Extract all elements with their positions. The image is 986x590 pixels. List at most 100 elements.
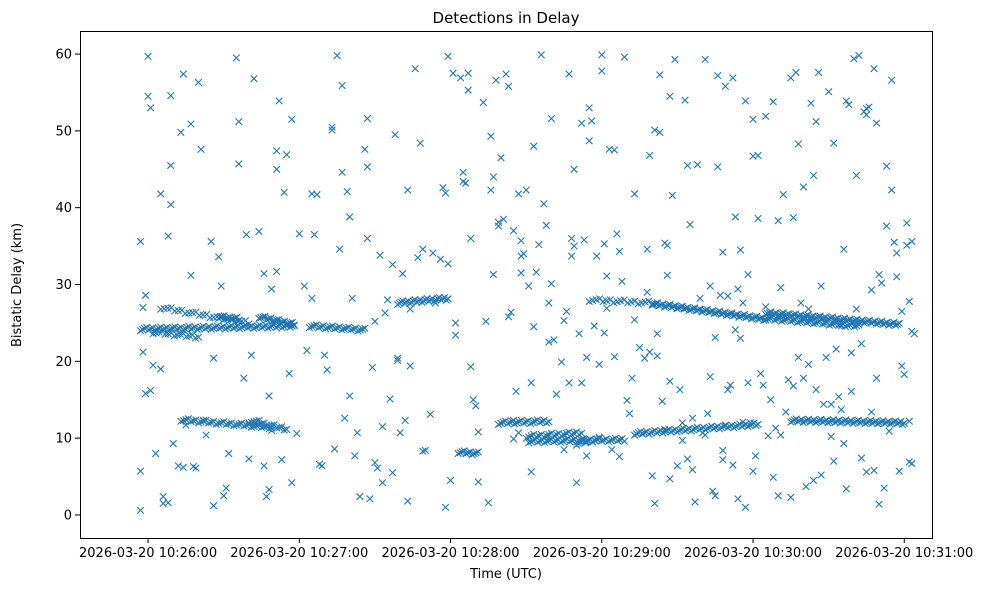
data-point [509, 435, 518, 443]
data-point [340, 325, 348, 333]
data-point [330, 445, 339, 453]
data-point [744, 379, 752, 387]
data-point [749, 467, 757, 475]
data-point [444, 295, 452, 303]
data-point [789, 213, 798, 222]
data-point [146, 325, 155, 333]
data-point [278, 324, 286, 332]
data-point [651, 126, 659, 134]
data-point [265, 315, 273, 323]
data-point [754, 214, 762, 223]
data-point [458, 448, 466, 456]
data-point [812, 386, 820, 394]
data-point [194, 333, 203, 341]
data-point [266, 323, 274, 331]
data-point [590, 322, 598, 330]
data-point [146, 104, 155, 112]
data-point [761, 112, 770, 120]
data-point [759, 381, 767, 389]
data-point [550, 438, 558, 446]
data-point [419, 447, 427, 455]
data-point [456, 74, 465, 82]
data-point [517, 237, 525, 245]
data-point [693, 160, 702, 169]
data-point [467, 363, 475, 371]
data-point [181, 325, 189, 333]
data-point [156, 365, 165, 373]
data-point [349, 325, 357, 333]
data-point [229, 315, 237, 323]
data-point [620, 437, 629, 445]
data-point [216, 313, 225, 322]
data-point [472, 449, 480, 457]
data-point [630, 190, 639, 198]
data-point [209, 502, 218, 510]
data-point [645, 430, 653, 438]
data-point [736, 246, 745, 254]
data-point [363, 163, 372, 171]
data-point [454, 449, 462, 458]
data-point [230, 422, 238, 430]
data-point [272, 165, 281, 173]
data-point [510, 420, 519, 428]
data-point [207, 237, 215, 246]
data-point [794, 353, 803, 362]
data-point [872, 320, 881, 328]
data-point [616, 436, 624, 444]
data-point [221, 325, 230, 333]
data-point [814, 68, 823, 77]
x-tick-label: 2026-03-20 10:26:00 [79, 546, 217, 561]
data-point [214, 253, 223, 261]
data-point [552, 390, 561, 399]
data-point [572, 479, 581, 487]
data-point [632, 430, 641, 438]
data-point [308, 322, 316, 331]
data-point [691, 498, 699, 506]
data-point [701, 55, 709, 64]
data-point [468, 450, 476, 459]
data-point [600, 240, 608, 248]
data-point [786, 317, 795, 326]
data-point [761, 310, 770, 319]
data-point [187, 417, 195, 426]
data-point [885, 427, 893, 435]
data-point [673, 428, 681, 436]
data-point [748, 420, 756, 428]
y-tick-label: 10 [55, 432, 72, 447]
data-point [225, 449, 233, 458]
data-point [235, 420, 243, 428]
plot-frame [80, 31, 933, 539]
data-point [531, 417, 539, 425]
data-point [892, 321, 900, 329]
data-point [779, 190, 787, 199]
data-point [177, 128, 185, 137]
data-point [203, 324, 211, 332]
data-point [593, 252, 601, 260]
data-point [416, 139, 424, 147]
data-point [214, 419, 223, 428]
data-point [209, 354, 218, 362]
data-point [681, 96, 689, 104]
data-point [565, 379, 573, 387]
data-point [681, 427, 689, 435]
data-point [229, 324, 238, 332]
data-point [724, 292, 732, 300]
data-point [893, 273, 901, 281]
data-point [482, 317, 490, 326]
data-point [222, 314, 230, 323]
data-point [852, 322, 861, 330]
data-point [175, 324, 183, 332]
data-point [290, 321, 298, 330]
data-point [550, 336, 558, 344]
data-point [620, 53, 629, 61]
data-point [872, 374, 881, 382]
data-point [789, 316, 797, 325]
data-point [356, 326, 364, 334]
data-point [193, 325, 201, 334]
data-point [796, 317, 804, 326]
data-point [542, 419, 551, 427]
data-point [522, 186, 530, 194]
data-point [719, 446, 727, 455]
data-point [235, 324, 244, 333]
data-point [136, 506, 145, 515]
